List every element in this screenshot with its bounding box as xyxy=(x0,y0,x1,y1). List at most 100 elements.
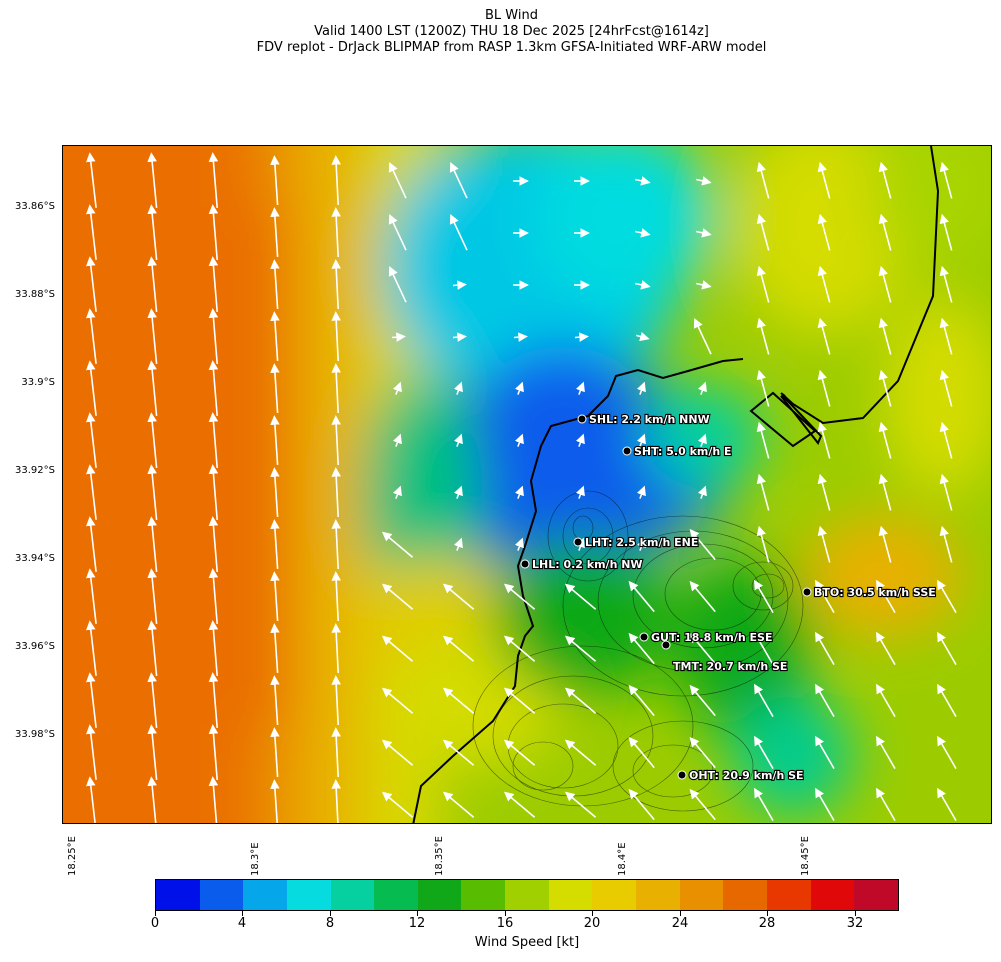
wind-vector xyxy=(754,683,774,717)
wind-vector xyxy=(689,736,716,769)
wind-vector xyxy=(331,623,341,674)
wind-vector xyxy=(442,583,475,610)
wind-vector xyxy=(388,266,407,303)
wind-vectors xyxy=(86,152,957,823)
wind-vector xyxy=(689,580,716,613)
wind-vector xyxy=(636,433,646,447)
wind-vector xyxy=(381,635,414,662)
colorbar-segment xyxy=(766,880,811,910)
wind-vector xyxy=(392,485,402,499)
wind-vector xyxy=(817,473,831,511)
wind-vector xyxy=(208,360,219,416)
wind-vector xyxy=(564,635,597,662)
station-marker-gut[interactable] xyxy=(639,632,649,642)
wind-vector xyxy=(878,369,892,407)
lat-label: 33.92°S xyxy=(15,465,55,476)
wind-vector xyxy=(876,787,896,821)
wind-vector xyxy=(147,620,158,676)
wind-vector xyxy=(147,412,158,468)
wind-vector xyxy=(628,736,655,769)
wind-vector xyxy=(86,516,97,572)
colorbar-tick-label: 12 xyxy=(408,916,426,931)
lat-label: 33.86°S xyxy=(15,201,55,212)
station-marker-bto[interactable] xyxy=(802,587,812,597)
wind-vector xyxy=(636,381,646,395)
coastline xyxy=(412,146,940,823)
station-marker-tmt[interactable] xyxy=(661,640,671,650)
wind-vector xyxy=(696,280,712,290)
wind-vector xyxy=(635,176,651,186)
wind-vector xyxy=(754,787,774,821)
station-label-sht: SHT: 5.0 km/h E xyxy=(634,445,732,458)
station-marker-oht[interactable] xyxy=(677,770,687,780)
wind-vector xyxy=(754,631,774,665)
colorbar-tick-label: 0 xyxy=(150,916,160,931)
colorbar-segment xyxy=(156,880,200,910)
wind-vector xyxy=(876,579,896,613)
wind-vector xyxy=(86,256,97,312)
wind-vector xyxy=(147,152,158,208)
wind-vector xyxy=(939,369,953,407)
wind-vector xyxy=(331,779,341,823)
wind-vector xyxy=(270,675,280,725)
station-label-shl: SHL: 2.2 km/h NNW xyxy=(589,413,710,426)
wind-vector xyxy=(696,176,712,186)
wind-vector xyxy=(564,739,597,766)
wind-vector xyxy=(331,415,341,466)
wind-vector xyxy=(503,635,536,662)
wind-vector xyxy=(147,256,158,312)
wind-vector xyxy=(817,265,831,303)
colorbar-tick-label: 28 xyxy=(758,916,776,931)
wind-vector xyxy=(693,318,712,355)
colorbar-segment xyxy=(330,880,375,910)
station-marker-lhl[interactable] xyxy=(520,559,530,569)
colorbar-segment xyxy=(417,880,462,910)
wind-map[interactable]: SHL: 2.2 km/h NNW SHT: 5.0 km/h E LHT: 2.5… xyxy=(62,145,992,824)
wind-vector xyxy=(270,519,280,569)
wind-vector xyxy=(270,415,280,465)
wind-vector xyxy=(628,684,655,717)
wind-vector xyxy=(208,204,219,260)
wind-vector xyxy=(696,228,712,238)
wind-vector xyxy=(208,308,219,364)
wind-vector xyxy=(442,687,475,714)
wind-vector xyxy=(878,473,892,511)
wind-vector xyxy=(939,161,953,199)
wind-vector xyxy=(815,631,835,665)
wind-vector xyxy=(754,579,774,613)
title-line-3: FDV replot - DrJack BLIPMAP from RASP 1.… xyxy=(256,40,767,55)
lon-label: 18.3°E xyxy=(250,842,261,876)
wind-vector xyxy=(452,332,467,342)
wind-vector xyxy=(381,739,414,766)
wind-vector xyxy=(270,155,280,205)
wind-vector xyxy=(628,580,655,613)
colorbar-segment xyxy=(548,880,593,910)
wind-vector xyxy=(756,421,770,459)
wind-vector xyxy=(878,161,892,199)
wind-vector xyxy=(939,317,953,355)
colorbar-tick-label: 4 xyxy=(237,916,247,931)
title-line-1: BL Wind xyxy=(485,8,538,23)
station-marker-lht[interactable] xyxy=(573,537,583,547)
wind-vector xyxy=(878,421,892,459)
wind-vector xyxy=(381,531,414,558)
colorbar-tick-label: 24 xyxy=(671,916,689,931)
station-label-oht: OHT: 20.9 km/h SE xyxy=(689,769,804,782)
colorbar-segment xyxy=(461,880,506,910)
wind-vector xyxy=(208,776,219,823)
wind-vector xyxy=(331,207,341,258)
colorbar-tick-label: 8 xyxy=(325,916,335,931)
colorbar-segment xyxy=(810,880,855,910)
wind-vector xyxy=(331,363,341,414)
wind-vector xyxy=(208,516,219,572)
colorbar-segment xyxy=(723,880,767,910)
colorbar-tick-label: 16 xyxy=(496,916,514,931)
station-label-lht: LHT: 2.5 km/h ENE xyxy=(585,536,698,549)
station-marker-shl[interactable] xyxy=(577,414,587,424)
station-marker-sht[interactable] xyxy=(622,446,632,456)
wind-vector xyxy=(503,739,536,766)
wind-vector xyxy=(270,259,280,309)
wind-vector xyxy=(514,433,524,447)
wind-vector xyxy=(756,369,770,407)
wind-vector xyxy=(331,727,341,778)
